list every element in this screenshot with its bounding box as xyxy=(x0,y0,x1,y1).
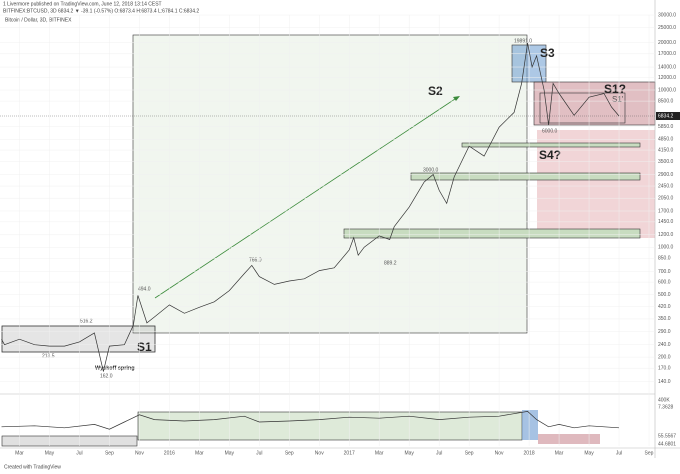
y-tick-label: 420.0 xyxy=(658,304,671,310)
arrow-head xyxy=(453,96,460,101)
y-tick-label: 8500.0 xyxy=(658,98,674,104)
y-tick-label: 10000.0 xyxy=(658,87,676,93)
annotation: S1' xyxy=(612,95,624,104)
s2-box xyxy=(132,34,528,334)
x-tick-label: Mar xyxy=(195,450,204,456)
indicator-label: 400K xyxy=(658,397,670,403)
annotation: S1 xyxy=(137,340,152,354)
y-tick-label: 2450.0 xyxy=(658,183,674,189)
y-tick-label: 20000.0 xyxy=(658,40,676,46)
support-zone xyxy=(410,172,641,181)
y-tick-label: 290.0 xyxy=(658,329,671,335)
last-price-tag xyxy=(656,112,680,121)
annotation: S1? xyxy=(604,82,626,96)
x-tick-label: Jul xyxy=(616,450,622,456)
osc-zone xyxy=(538,434,600,444)
last-price-label: 6834.2 xyxy=(658,113,674,119)
y-tick-label: 25000.0 xyxy=(658,25,676,31)
y-tick-label: 850.0 xyxy=(658,256,671,262)
annotation: 213.5 xyxy=(42,353,55,359)
x-tick-label: May xyxy=(584,450,594,456)
indicator-label: 55.5567 xyxy=(658,433,676,439)
y-tick-label: 4150.0 xyxy=(658,147,674,153)
x-tick-label: Nov xyxy=(315,450,324,456)
y-tick-label: 3500.0 xyxy=(658,159,674,165)
y-tick-label: 500.0 xyxy=(658,292,671,298)
x-tick-label: Nov xyxy=(135,450,144,456)
x-tick-label: Mar xyxy=(375,450,384,456)
y-tick-label: 14000.0 xyxy=(658,64,676,70)
x-tick-label: May xyxy=(404,450,414,456)
y-tick-label: 200.0 xyxy=(658,354,671,360)
annotation: 889.2 xyxy=(384,260,397,266)
published: 1 Livermore published on TradingView.com… xyxy=(3,1,162,7)
annotation: 766.0 xyxy=(249,257,262,263)
x-tick-label: Sep xyxy=(645,450,654,456)
annotation: 6000.0 xyxy=(542,128,558,134)
indicator-label: 7.3628 xyxy=(658,404,674,410)
annotation: 494.0 xyxy=(138,286,151,292)
y-tick-label: 1450.0 xyxy=(658,219,674,225)
ohlc: BITFINEX:BTCUSD, 3D 6834.2 ▼ -39.1 (-0.5… xyxy=(3,8,199,14)
y-tick-label: 170.0 xyxy=(658,366,671,372)
x-tick-label: 2018 xyxy=(524,450,535,456)
y-tick-label: 30000.0 xyxy=(658,12,676,18)
y-tick-label: 140.0 xyxy=(658,379,671,385)
oscillator-line xyxy=(1,411,620,430)
x-tick-label: May xyxy=(45,450,55,456)
s2-arrow xyxy=(154,96,459,299)
y-tick-label: 17000.0 xyxy=(658,51,676,57)
s4-zone xyxy=(537,130,655,238)
osc-zone xyxy=(522,410,538,440)
y-tick-label: 4850.0 xyxy=(658,137,674,143)
osc-zone xyxy=(1,435,138,447)
s1-box xyxy=(1,325,156,353)
x-tick-label: Sep xyxy=(105,450,114,456)
y-tick-label: 2900.0 xyxy=(658,172,674,178)
price-line xyxy=(1,43,620,372)
y-tick-label: 5850.0 xyxy=(658,124,674,130)
s1p-box xyxy=(539,92,626,124)
y-tick-label: 600.0 xyxy=(658,279,671,285)
x-tick-label: 2017 xyxy=(344,450,355,456)
support-zone xyxy=(461,142,641,148)
y-tick-label: 700.0 xyxy=(658,269,671,275)
annotation: S3 xyxy=(540,46,555,60)
x-tick-label: Sep xyxy=(465,450,474,456)
x-tick-label: 2016 xyxy=(164,450,175,456)
y-tick-label: 350.0 xyxy=(658,316,671,322)
footer: Created with TradingView xyxy=(4,464,61,470)
x-tick-label: Mar xyxy=(15,450,24,456)
y-tick-label: 12000.0 xyxy=(658,75,676,81)
annotation: 3000.0 xyxy=(423,167,439,173)
indicator-label: 44.6801 xyxy=(658,441,676,447)
osc-zone xyxy=(137,411,523,441)
support-zone xyxy=(343,228,641,239)
x-tick-label: Mar xyxy=(555,450,564,456)
x-tick-label: Jul xyxy=(436,450,442,456)
x-tick-label: Sep xyxy=(285,450,294,456)
y-tick-label: 1000.0 xyxy=(658,245,674,251)
annotation: 516.2 xyxy=(80,318,93,324)
x-tick-label: Jul xyxy=(76,450,82,456)
annotation: 162.0 xyxy=(100,373,113,379)
s1q-box xyxy=(533,81,656,126)
x-tick-label: Nov xyxy=(495,450,504,456)
y-tick-label: 240.0 xyxy=(658,342,671,348)
annotation: S2 xyxy=(428,84,443,98)
x-tick-label: Jul xyxy=(256,450,262,456)
y-tick-label: 2050.0 xyxy=(658,196,674,202)
y-tick-label: 1700.0 xyxy=(658,208,674,214)
annotation: 19891.0 xyxy=(514,38,532,44)
x-tick-label: May xyxy=(225,450,235,456)
chart-title: Bitcoin / Dollar, 3D, BITFINEX xyxy=(5,17,72,23)
annotation: S4? xyxy=(539,148,561,162)
y-tick-label: 1200.0 xyxy=(658,232,674,238)
